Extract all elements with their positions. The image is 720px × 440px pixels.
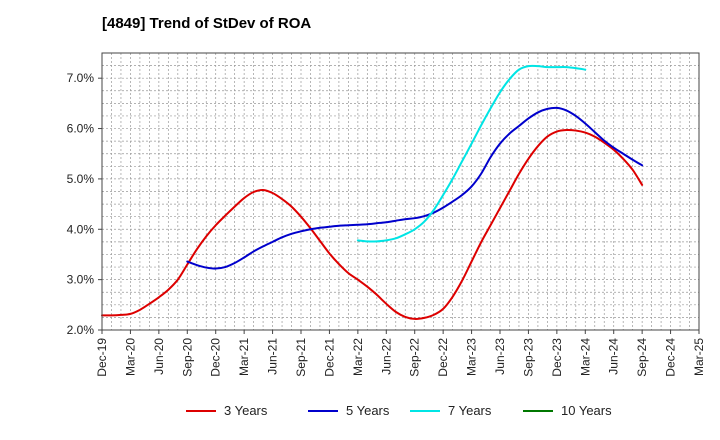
x-tick-label: Jun-23 [493, 338, 507, 375]
plot-frame [101, 52, 700, 331]
y-tick-label: 2.0% [67, 323, 95, 337]
y-axis-ticks: 2.0% 3.0% 4.0% 5.0% 6.0% 7.0% [67, 71, 102, 337]
y-tick-label: 6.0% [67, 122, 95, 136]
x-tick-label: Sep-24 [635, 338, 649, 377]
x-tick-label: Jun-22 [379, 338, 393, 375]
legend-label: 7 Years [448, 403, 492, 418]
y-tick-label: 3.0% [67, 273, 95, 287]
x-tick-label: Dec-24 [664, 338, 678, 377]
y-tick-label: 5.0% [67, 172, 95, 186]
x-tick-label: Dec-19 [95, 338, 109, 377]
x-tick-label: Jun-21 [266, 338, 280, 375]
x-tick-label: Jun-24 [607, 338, 621, 375]
x-tick-label: Mar-21 [237, 338, 251, 376]
x-tick-label: Mar-24 [578, 338, 592, 376]
legend: 3 Years 5 Years 7 Years 10 Years [186, 403, 612, 418]
x-tick-label: Mar-22 [351, 338, 365, 376]
series-line-7-years [356, 64, 587, 243]
x-tick-label: Mar-23 [465, 338, 479, 376]
x-tick-label: Dec-22 [436, 338, 450, 377]
x-tick-label: Mar-25 [692, 338, 706, 376]
y-tick-label: 7.0% [67, 71, 95, 85]
x-tick-label: Sep-20 [180, 338, 194, 377]
legend-label: 10 Years [561, 403, 612, 418]
x-tick-label: Sep-22 [408, 338, 422, 377]
series-line-3-years [101, 129, 644, 320]
legend-label: 3 Years [224, 403, 268, 418]
x-axis-ticks: Dec-19 Mar-20 Jun-20 Sep-20 Dec-20 Mar-21 Jun-… [95, 330, 706, 377]
x-tick-label: Dec-21 [322, 338, 336, 377]
grid-lines [102, 53, 699, 330]
series-line-5-years [186, 106, 644, 270]
x-tick-label: Sep-21 [294, 338, 308, 377]
x-tick-label: Mar-20 [123, 338, 137, 376]
x-tick-label: Sep-23 [521, 338, 535, 377]
series-layer [101, 64, 644, 320]
legend-label: 5 Years [346, 403, 390, 418]
x-tick-label: Dec-20 [209, 338, 223, 377]
y-tick-label: 4.0% [67, 222, 95, 236]
x-tick-label: Dec-23 [550, 338, 564, 377]
x-tick-label: Jun-20 [152, 338, 166, 375]
chart-title: [4849] Trend of StDev of ROA [102, 15, 312, 32]
